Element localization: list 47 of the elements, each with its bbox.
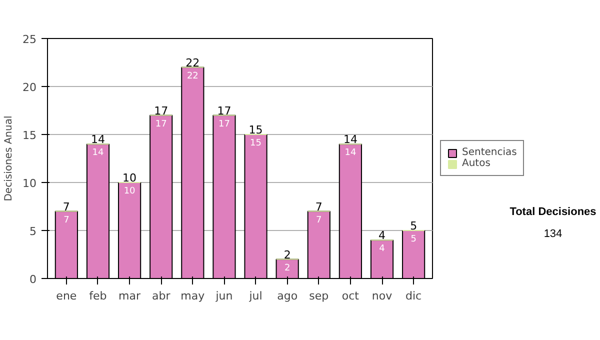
data-label: 4 (379, 244, 386, 254)
y-tick-label: 0 (30, 273, 36, 286)
y-tick-label: 10 (22, 177, 37, 190)
legend-label: Autos (462, 158, 490, 169)
total-label: 14 (343, 133, 358, 146)
total-label: 14 (90, 133, 105, 146)
x-tick-label: feb (89, 290, 107, 302)
x-tick-label: dic (406, 290, 422, 302)
total-label: 15 (248, 124, 263, 136)
data-label: 14 (92, 148, 104, 158)
x-tick-label: oct (342, 290, 360, 302)
total-label: 7 (315, 200, 322, 214)
total-label: 4 (378, 229, 386, 242)
data-label: 7 (64, 215, 70, 226)
y-tick-label: 15 (22, 129, 37, 142)
x-tick-label: ago (277, 290, 298, 302)
total-label: 2 (284, 248, 291, 262)
data-label: 14 (344, 148, 356, 158)
x-tick-label: mar (118, 290, 142, 302)
x-tick-label: jun (214, 290, 233, 302)
data-label: 17 (155, 119, 167, 130)
x-tick-label: abr (152, 290, 171, 302)
y-tick-label: 5 (30, 225, 36, 238)
data-label: 2 (284, 263, 290, 274)
total-label: 10 (122, 172, 137, 184)
total-label: 5 (410, 220, 418, 232)
data-label: 10 (124, 186, 136, 196)
y-axis-title: Decisiones Anual (4, 116, 15, 202)
x-tick-label: nov (372, 290, 393, 302)
y-tick-label: 20 (22, 81, 37, 94)
text: 134 (542, 226, 564, 242)
total-label: 22 (186, 56, 200, 70)
x-tick-label: ene (56, 290, 77, 302)
data-label: 22 (186, 71, 198, 82)
x-tick-label: may (180, 290, 206, 302)
total-label: 17 (154, 104, 168, 118)
y-tick-label: 25 (22, 33, 37, 46)
text: Total Decisiones (510, 205, 596, 220)
x-tick-label: jul (248, 290, 262, 302)
data-label: 15 (250, 138, 262, 148)
data-label: 5 (410, 234, 416, 244)
x-tick-label: sep (309, 290, 329, 302)
total-label: 7 (62, 200, 70, 214)
data-label: 7 (316, 215, 322, 226)
total-label: 17 (217, 104, 232, 118)
legend-label: Sentencias (462, 147, 517, 158)
data-label: 17 (218, 119, 230, 130)
